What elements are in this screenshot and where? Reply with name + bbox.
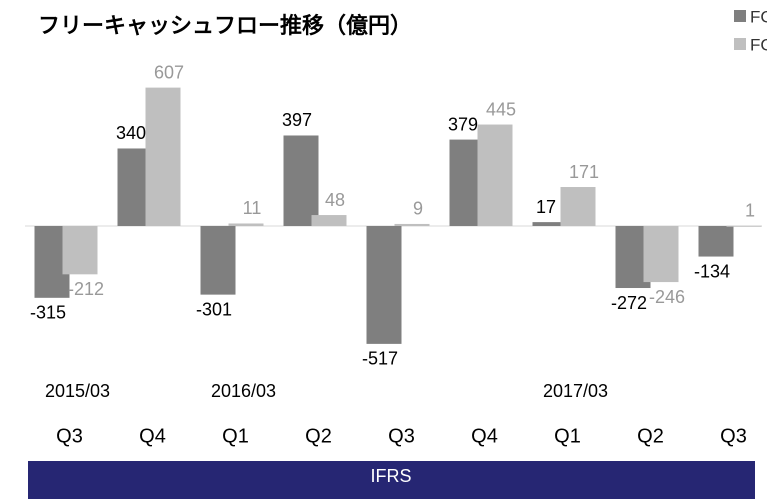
- legend-label: FCF: [750, 7, 767, 26]
- x-tick-label: Q2: [305, 425, 332, 447]
- x-tick-label: Q4: [471, 425, 498, 447]
- bar: [283, 135, 319, 226]
- data-label: -517: [362, 349, 398, 369]
- data-label: -301: [196, 299, 232, 319]
- data-label: -272: [611, 293, 647, 313]
- data-label: 48: [325, 190, 345, 210]
- bar: [228, 223, 264, 226]
- x-tick-label: Q1: [554, 425, 581, 447]
- legend-swatch: [734, 38, 746, 50]
- banner-label: IFRS: [370, 466, 411, 486]
- data-label: 379: [448, 114, 478, 134]
- bar: [532, 222, 568, 226]
- x-tick-label: Q2: [637, 425, 664, 447]
- bar: [643, 226, 679, 283]
- period-label: 2017/03: [543, 381, 608, 401]
- banner: [28, 461, 755, 499]
- bar: [394, 223, 430, 226]
- bar: [145, 87, 181, 226]
- data-label: -212: [68, 279, 104, 299]
- data-label: 1: [745, 201, 755, 221]
- data-label: 397: [282, 110, 312, 130]
- bar: [62, 226, 98, 275]
- legend-swatch: [734, 10, 746, 22]
- x-tick-label: Q4: [139, 425, 166, 447]
- data-label: 340: [116, 123, 146, 143]
- x-tick-label: Q3: [720, 425, 747, 447]
- data-label: -315: [30, 303, 66, 323]
- bar: [311, 215, 347, 226]
- bar: [200, 226, 236, 295]
- x-tick-label: Q1: [222, 425, 249, 447]
- bar: [560, 187, 596, 226]
- bar: [477, 124, 513, 226]
- legend-label: FCEF: [750, 35, 767, 54]
- data-label: 11: [243, 198, 262, 218]
- data-label: 607: [154, 62, 184, 82]
- data-label: 171: [569, 162, 599, 182]
- x-tick-label: Q3: [388, 425, 415, 447]
- bar: [698, 226, 734, 257]
- bar: [726, 225, 762, 227]
- period-label: 2015/03: [45, 381, 110, 401]
- data-label: 9: [413, 199, 423, 219]
- data-label: -134: [694, 261, 730, 281]
- data-label: -246: [649, 287, 685, 307]
- chart-title: フリーキャッシュフロー推移（億円）: [38, 13, 412, 39]
- data-label: 445: [486, 99, 516, 119]
- data-label: 17: [536, 197, 556, 217]
- bar: [366, 226, 402, 344]
- x-tick-label: Q3: [56, 425, 83, 447]
- period-label: 2016/03: [211, 381, 276, 401]
